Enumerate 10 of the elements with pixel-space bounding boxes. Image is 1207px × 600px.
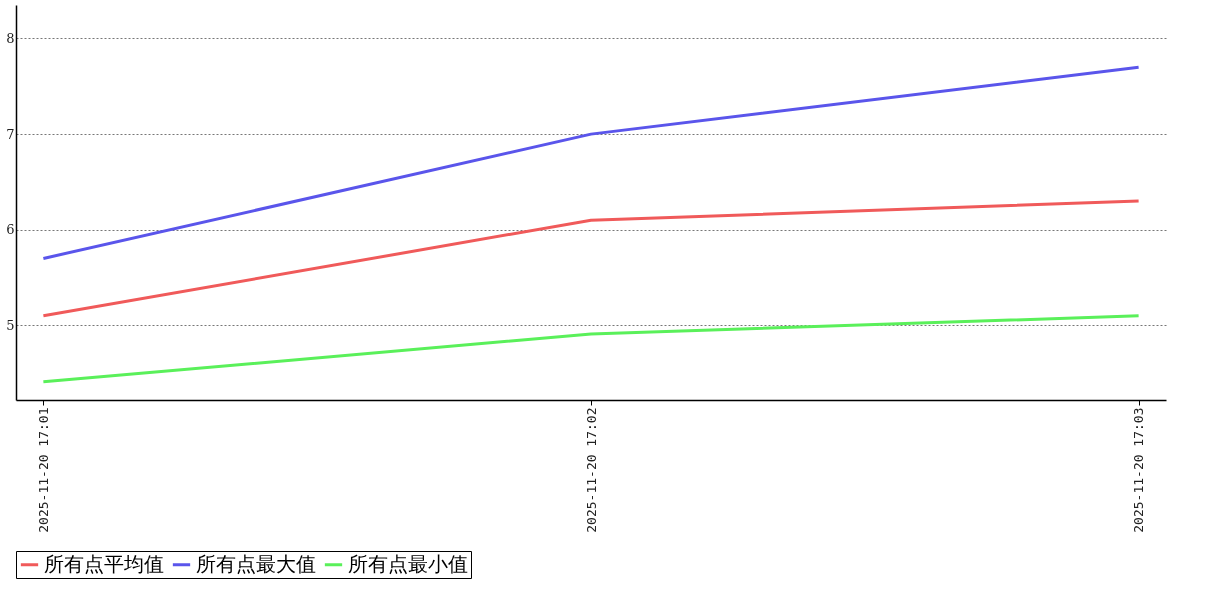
x-tick-label: 2025-11-20 17:01: [35, 407, 51, 533]
y-tick-label: 5: [6, 317, 15, 333]
y-tick-label: 6: [6, 222, 15, 238]
legend-label: 所有点最小值: [348, 552, 468, 575]
legend-label: 所有点平均值: [44, 552, 164, 575]
y-tick-label: 7: [6, 126, 15, 142]
x-tick-label: 2025-11-20 17:02: [583, 407, 599, 533]
legend-label: 所有点最大值: [196, 552, 316, 575]
x-tick-label: 2025-11-20 17:03: [1131, 407, 1147, 533]
y-tick-label: 8: [6, 30, 15, 46]
